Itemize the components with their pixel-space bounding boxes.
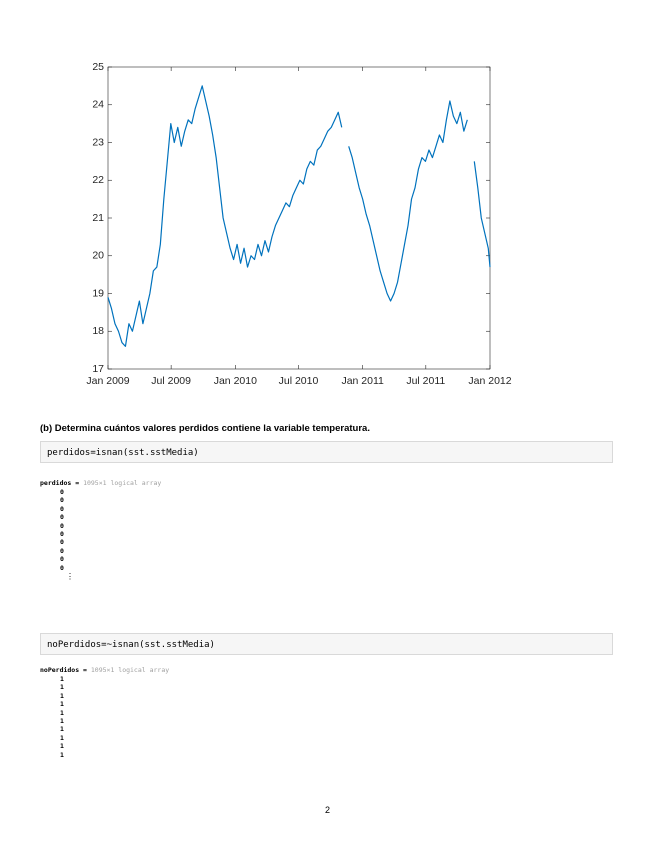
more-rows: ⋮ [66, 572, 74, 582]
output-value: 1 [60, 733, 64, 742]
y-tick-label: 19 [92, 287, 104, 299]
data-line [107, 85, 491, 347]
x-tick-label: Jul 2011 [406, 375, 445, 387]
y-tick-label: 17 [92, 363, 104, 375]
output-value: 1 [60, 675, 64, 683]
output-value: 1 [60, 742, 64, 751]
output-value: 1 [60, 691, 64, 700]
page-number: 2 [324, 805, 330, 815]
output-header: perdidos = 1095×1 logical array [40, 479, 161, 487]
y-tick-label: 24 [92, 99, 104, 111]
output-header: noPerdidos = 1095×1 logical array [40, 666, 169, 674]
output-value: 0 [60, 563, 64, 572]
output-value: 1 [60, 717, 64, 726]
output-value: 0 [60, 538, 64, 547]
y-tick-label: 22 [92, 174, 104, 186]
output-value: 0 [60, 513, 64, 522]
output-label: noPerdidos = [40, 666, 87, 674]
chart: 17 18 19 20 21 22 23 24 25 Jan 2009 Jul 2009 Jan 20… [86, 61, 511, 387]
y-tick-label: 21 [92, 212, 104, 224]
output-value: 0 [60, 488, 64, 496]
output-value: 0 [60, 546, 64, 555]
output-value: 0 [60, 496, 64, 505]
output-value: 0 [60, 530, 64, 539]
y-tick-label: 18 [92, 325, 104, 337]
output-value: 0 [60, 504, 64, 513]
axes-box [107, 66, 491, 370]
output-info: 1095×1 logical array [83, 479, 162, 487]
output-label: perdidos = [40, 479, 80, 487]
output-value: 1 [60, 750, 64, 759]
x-tick-label: Jul 2009 [151, 375, 191, 387]
y-tick-label: 23 [92, 136, 104, 148]
x-tick-label: Jan 2009 [86, 375, 129, 387]
y-tick-label: 20 [92, 250, 104, 262]
output-value: 0 [60, 521, 64, 530]
code-cell: perdidos=isnan(sst.sstMedia) [40, 441, 613, 463]
output-info: 1095×1 logical array [90, 666, 170, 674]
x-tick-label: Jan 2011 [341, 375, 384, 387]
output-value: 1 [60, 683, 64, 692]
x-tick-label: Jan 2012 [468, 375, 511, 387]
x-tick-label: Jan 2010 [214, 375, 257, 387]
output-rows: 0 0 0 0 0 0 0 0 0 0 ⋮ [60, 488, 74, 582]
x-tick-label: Jul 2010 [279, 375, 319, 387]
section-heading: (b) Determina cuántos valores perdidos c… [40, 423, 370, 434]
output-value: 1 [60, 725, 64, 734]
output-value: 1 [60, 700, 64, 709]
output-value: 0 [60, 555, 64, 564]
code-cell: noPerdidos=~isnan(sst.sstMedia) [40, 633, 613, 655]
output-value: 1 [60, 708, 64, 717]
y-tick-label: 25 [92, 61, 104, 73]
